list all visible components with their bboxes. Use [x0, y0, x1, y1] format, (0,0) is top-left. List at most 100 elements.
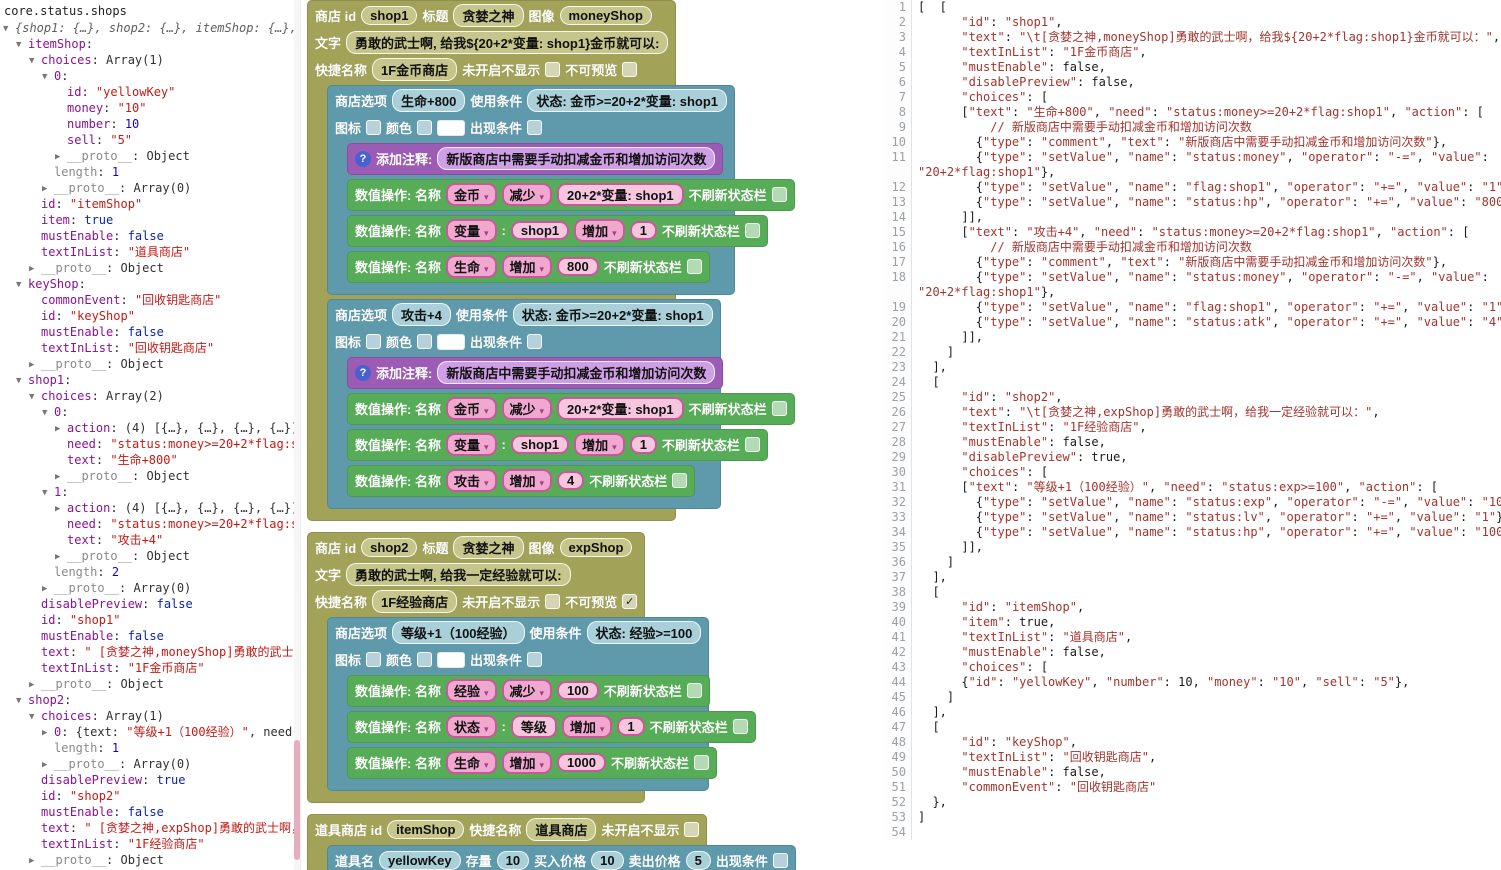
field-input[interactable]: expShop — [559, 538, 633, 557]
collapse-arrow-icon[interactable]: ▼ — [42, 71, 48, 82]
field-input[interactable]: shop2 — [361, 538, 418, 557]
code-line[interactable]: 44 {"id": "yellowKey", "number": 10, "mo… — [884, 675, 1501, 690]
field-checkbox[interactable] — [771, 401, 787, 416]
field-checkbox[interactable] — [527, 334, 543, 349]
expand-arrow-icon[interactable]: ▶ — [55, 471, 61, 482]
expand-arrow-icon[interactable]: ▶ — [55, 151, 61, 162]
field-checkbox[interactable] — [417, 120, 433, 135]
field-value[interactable]: 1 — [629, 435, 657, 454]
field-input[interactable]: yellowKey — [379, 851, 461, 870]
field-dropdown[interactable]: 增加 ▾ — [501, 469, 553, 492]
code-line[interactable]: 32 {"type": "setValue", "name": "status:… — [884, 495, 1501, 510]
field-dropdown[interactable]: 经验 ▾ — [445, 679, 497, 702]
color-swatch[interactable] — [437, 651, 466, 668]
code-line[interactable]: 49 "textInList": "回收钥匙商店", — [884, 750, 1501, 765]
field-checkbox[interactable] — [744, 437, 760, 452]
field-input[interactable]: 勇敢的武士啊, 给我${20+2*变量: shop1}金币就可以: — [346, 31, 669, 54]
field-input[interactable]: 10 — [496, 851, 530, 870]
code-editor-panel[interactable]: 1[ [2 "id": "shop1", 3 "text": "\t[贪婪之神,m… — [884, 0, 1501, 870]
collapse-arrow-icon[interactable]: ▼ — [29, 55, 35, 66]
field-input[interactable]: 1F经验商店 — [372, 590, 458, 613]
field-checkbox[interactable] — [527, 120, 543, 135]
color-swatch[interactable] — [437, 333, 466, 350]
field-input[interactable]: moneyShop — [559, 6, 652, 25]
field-dropdown[interactable]: 状态 ▾ — [445, 715, 497, 738]
expand-arrow-icon[interactable]: ▶ — [42, 759, 48, 770]
field-value[interactable]: 1 — [629, 221, 657, 240]
field-checkbox[interactable] — [417, 652, 433, 667]
field-checkbox[interactable] — [693, 755, 709, 770]
field-value[interactable]: 100 — [557, 681, 599, 700]
expand-arrow-icon[interactable]: ▶ — [29, 359, 35, 370]
code-line[interactable]: 18 {"type": "setValue", "name": "status:… — [884, 270, 1501, 285]
field-input[interactable]: 生命+800 — [392, 89, 466, 112]
code-line[interactable]: 20 {"type": "setValue", "name": "status:… — [884, 315, 1501, 330]
field-dropdown[interactable]: 增加 ▾ — [574, 219, 625, 242]
field-input[interactable]: 1F金币商店 — [372, 58, 458, 81]
collapse-arrow-icon[interactable]: ▼ — [29, 711, 35, 722]
field-dropdown[interactable]: 减少 ▾ — [501, 397, 553, 420]
expand-arrow-icon[interactable]: ▶ — [29, 263, 35, 274]
field-dropdown[interactable]: 变量 ▾ — [445, 219, 497, 242]
expand-arrow-icon[interactable]: ▶ — [42, 727, 48, 738]
code-line[interactable]: 24 [ — [884, 375, 1501, 390]
field-value[interactable]: 1000 — [557, 753, 606, 772]
field-dropdown[interactable]: 变量 ▾ — [445, 433, 497, 456]
field-value[interactable]: 4 — [557, 471, 585, 490]
collapse-arrow-icon[interactable]: ▼ — [16, 39, 22, 50]
code-line[interactable]: 46 ], — [884, 705, 1501, 720]
collapse-arrow-icon[interactable]: ▼ — [29, 391, 35, 402]
field-input[interactable]: 5 — [685, 851, 711, 870]
code-line[interactable]: 51 "commonEvent": "回收钥匙商店" — [884, 780, 1501, 795]
blockly-workspace[interactable]: 商店 id shop1 标题 贪婪之神 图像 moneyShop 文字 勇敢的武士啊, 给我$… — [301, 0, 884, 870]
field-checkbox[interactable] — [686, 683, 702, 698]
blockly-block-green[interactable]: 数值操作: 名称 经验 ▾ 减少 ▾ 100 不刷新状态栏 — [347, 675, 710, 707]
field-dropdown[interactable]: 减少 ▾ — [501, 679, 553, 702]
field-value[interactable]: 等级 — [510, 715, 557, 738]
code-line[interactable]: 37 ], — [884, 570, 1501, 585]
collapse-arrow-icon[interactable]: ▼ — [42, 407, 48, 418]
code-editor[interactable]: 1[ [2 "id": "shop1", 3 "text": "\t[贪婪之神,m… — [884, 0, 1501, 840]
field-input[interactable]: 状态: 经验>=100 — [586, 621, 702, 644]
blockly-block-olive[interactable]: 商店 id shop2 标题 贪婪之神 图像 expShop 文字 勇敢的武士啊, 给我一定经… — [307, 532, 756, 803]
field-input[interactable]: shop1 — [361, 6, 418, 25]
collapse-arrow-icon[interactable]: ▼ — [16, 375, 22, 386]
code-line[interactable]: 47 [ — [884, 720, 1501, 735]
code-line[interactable]: 19 {"type": "setValue", "name": "flag:sh… — [884, 300, 1501, 315]
code-line[interactable]: 43 "choices": [ — [884, 660, 1501, 675]
field-input[interactable]: 贪婪之神 — [453, 4, 524, 27]
blockly-block-purple[interactable]: ? 添加注释: 新版商店中需要手动扣减金币和增加访问次数 — [347, 357, 724, 389]
blockly-block-green[interactable]: 数值操作: 名称 变量 ▾: shop1 增加 ▾ 1 不刷新状态栏 — [347, 429, 768, 461]
code-line[interactable]: 39 "id": "itemShop", — [884, 600, 1501, 615]
code-line[interactable]: 12 {"type": "setValue", "name": "flag:sh… — [884, 180, 1501, 195]
code-line[interactable]: 45 ] — [884, 690, 1501, 705]
blockly-block-green[interactable]: 数值操作: 名称 金币 ▾ 减少 ▾ 20+2*变量: shop1 不刷新状态栏 — [347, 393, 795, 425]
collapse-arrow-icon[interactable]: ▼ — [3, 23, 9, 34]
blockly-block-purple[interactable]: ? 添加注释: 新版商店中需要手动扣减金币和增加访问次数 — [347, 143, 724, 175]
field-input[interactable]: 10 — [591, 851, 624, 870]
field-checkbox[interactable] — [545, 62, 561, 77]
field-dropdown[interactable]: 生命 ▾ — [445, 751, 497, 774]
code-line[interactable]: 53] — [884, 810, 1501, 825]
code-line[interactable]: 7 "choices": [ — [884, 90, 1501, 105]
field-checkbox[interactable] — [545, 594, 561, 609]
code-line[interactable]: 52 }, — [884, 795, 1501, 810]
code-line[interactable]: 15 ["text": "攻击+4", "need": "status:mone… — [884, 225, 1501, 240]
field-checkbox[interactable] — [771, 187, 787, 202]
field-value[interactable]: 800 — [557, 257, 599, 276]
field-dropdown[interactable]: 生命 ▾ — [445, 255, 497, 278]
code-line[interactable]: 21 ]], — [884, 330, 1501, 345]
code-line[interactable]: 2 "id": "shop1", — [884, 15, 1501, 30]
blockly-block-teal[interactable]: 商店选项 攻击+4 使用条件 状态: 金币>=20+2*变量: shop1 图标 颜色 出现… — [327, 299, 795, 509]
code-line[interactable]: 9 // 新版商店中需要手动扣减金币和增加访问次数 — [884, 120, 1501, 135]
collapse-arrow-icon[interactable]: ▼ — [42, 487, 48, 498]
field-dropdown[interactable]: 增加 ▾ — [574, 433, 625, 456]
blockly-block-teal[interactable]: 商店选项 生命+800 使用条件 状态: 金币>=20+2*变量: shop1 图标 颜色… — [327, 85, 795, 295]
blockly-block-green[interactable]: 数值操作: 名称 金币 ▾ 减少 ▾ 20+2*变量: shop1 不刷新状态栏 — [347, 179, 795, 211]
code-line[interactable]: 1 [ [ — [884, 0, 1501, 15]
code-line[interactable]: 50 "mustEnable": false, — [884, 765, 1501, 780]
field-input[interactable]: 状态: 金币>=20+2*变量: shop1 — [512, 303, 713, 326]
expand-arrow-icon[interactable]: ▶ — [55, 551, 61, 562]
field-value[interactable]: shop1 — [510, 435, 570, 454]
code-line[interactable]: 6 "disablePreview": false, — [884, 75, 1501, 90]
